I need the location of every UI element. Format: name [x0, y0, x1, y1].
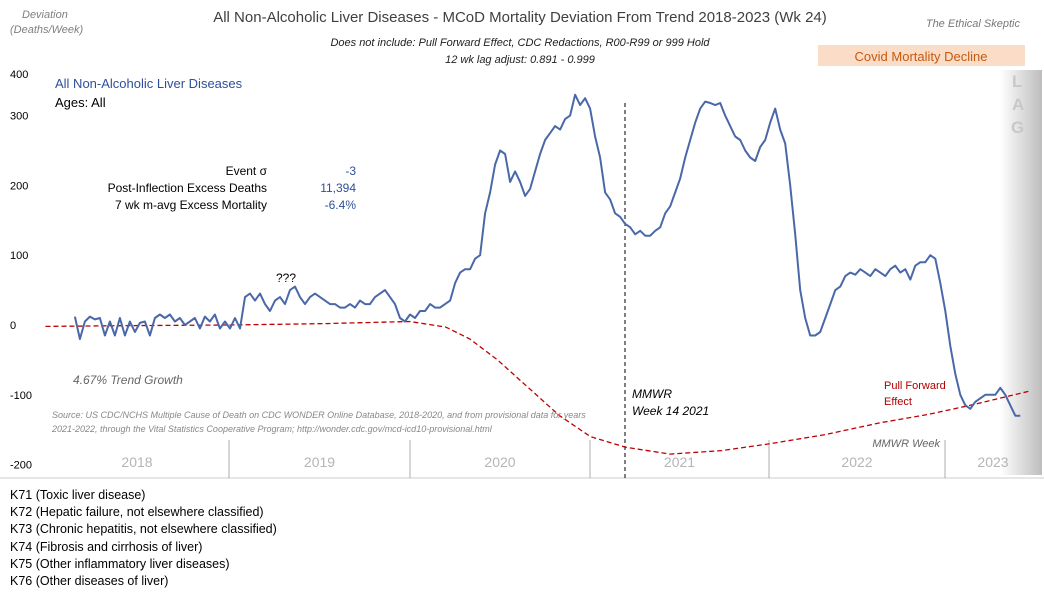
- y-tick-label: 0: [10, 320, 16, 332]
- covid-decline-label: Covid Mortality Decline: [855, 49, 988, 64]
- stat-value: -3: [345, 164, 356, 178]
- y-axis-label: Deviation: [22, 9, 68, 21]
- icd-code: K71 (Toxic liver disease): [10, 488, 146, 502]
- icd-code: K75 (Other inflammatory liver diseases): [10, 556, 230, 571]
- chart-subtitle: Does not include: Pull Forward Effect, C…: [330, 37, 710, 49]
- lag-band: [1000, 70, 1042, 475]
- y-tick-label: 400: [10, 69, 28, 81]
- mmwr-annotation: MMWR: [632, 387, 672, 401]
- stats-table: Event σ -3 Post-Inflection Excess Deaths 11…: [108, 164, 357, 212]
- y-tick-label: -100: [10, 390, 32, 402]
- y-tick-label: 100: [10, 250, 28, 262]
- y-axis-label-units: (Deaths/Week): [10, 24, 83, 36]
- icd-code-list: K71 (Toxic liver disease) K72 (Hepatic f…: [10, 487, 277, 590]
- y-tick-label: -200: [10, 460, 32, 472]
- stat-label: 7 wk m-avg Excess Mortality: [115, 198, 267, 212]
- year-label: 2021: [664, 454, 695, 470]
- year-label: 2019: [304, 454, 335, 470]
- brand-logo: The Ethical Skeptic: [926, 18, 1021, 30]
- legend-ages: Ages: All: [55, 95, 106, 110]
- year-label: 2023: [977, 454, 1008, 470]
- year-label: 2022: [841, 454, 872, 470]
- mmwr-week-annotation: Week 14 2021: [632, 404, 709, 418]
- icd-code: K74 (Fibrosis and cirrhosis of liver): [10, 539, 203, 554]
- covid-decline-box: [818, 45, 1025, 66]
- question-annotation: ???: [276, 271, 296, 285]
- icd-code: K72 (Hepatic failure, not elsewhere clas…: [10, 505, 264, 520]
- y-tick-label: 200: [10, 180, 28, 192]
- legend-series: All Non-Alcoholic Liver Diseases: [55, 76, 243, 91]
- stat-label: Event σ: [226, 164, 268, 178]
- stat-value: -6.4%: [325, 198, 357, 212]
- x-axis-label: MMWR Week: [872, 438, 940, 450]
- chart-title: All Non-Alcoholic Liver Diseases - MCoD …: [213, 9, 827, 26]
- chart-subtitle-lag: 12 wk lag adjust: 0.891 - 0.999: [445, 54, 595, 66]
- lag-letter: A: [1012, 95, 1024, 114]
- x-axis-years: 2018 2019 2020 2021 2022 2023: [0, 440, 1044, 479]
- y-axis: 400 300 200 100 0 -100 -200: [10, 69, 32, 472]
- series-lines: [45, 93, 1029, 455]
- lag-letter: L: [1012, 72, 1022, 91]
- deviation-line: [73, 93, 1021, 417]
- y-tick-label: 300: [10, 111, 28, 123]
- source-note: Source: US CDC/NCHS Multiple Cause of De…: [52, 410, 586, 420]
- icd-code: K73 (Chronic hepatitis, not elsewhere cl…: [10, 522, 277, 537]
- pull-forward-label: Pull Forward: [884, 380, 946, 392]
- year-label: 2018: [121, 454, 152, 470]
- stat-label: Post-Inflection Excess Deaths: [108, 181, 267, 195]
- stat-value: 11,394: [320, 181, 356, 195]
- year-label: 2020: [484, 454, 515, 470]
- lag-letter: G: [1011, 118, 1024, 137]
- source-note-2: 2021-2022, through the Vital Statistics …: [51, 424, 493, 434]
- pull-forward-label-2: Effect: [884, 396, 912, 408]
- trend-growth-label: 4.67% Trend Growth: [73, 373, 183, 387]
- icd-code: K76 (Other diseases of liver): [10, 574, 169, 589]
- trend-line: [45, 320, 1029, 455]
